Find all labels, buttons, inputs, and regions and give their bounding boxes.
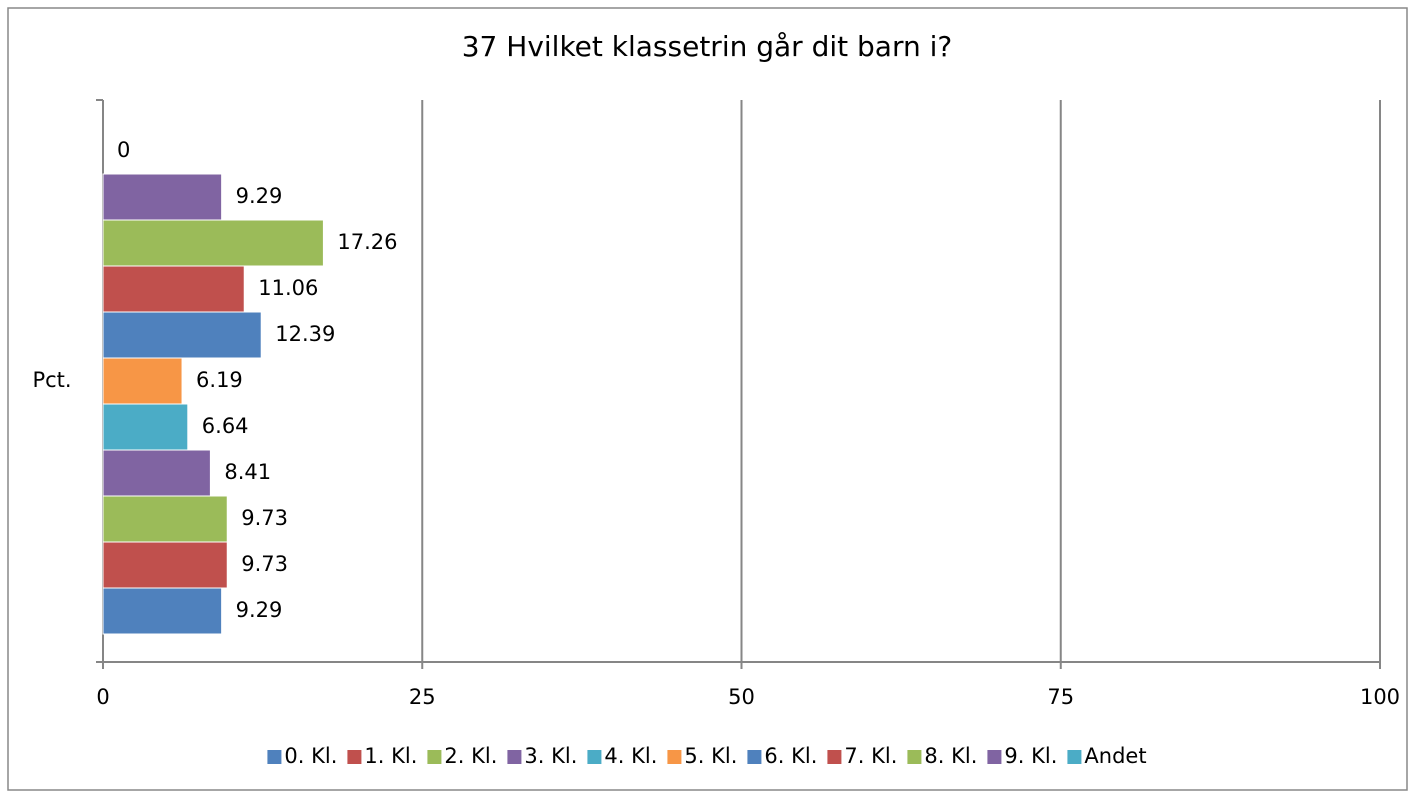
- bar: [102, 219, 324, 267]
- bar: [102, 587, 223, 635]
- x-tick-label: 50: [728, 685, 755, 709]
- bar: [102, 403, 189, 451]
- legend-swatch: [907, 750, 922, 764]
- x-tick-label: 25: [409, 685, 436, 709]
- legend-swatch: [987, 750, 1002, 764]
- data-label: 9.29: [236, 598, 283, 622]
- data-label: 9.29: [236, 184, 283, 208]
- legend-label: 4. Kl.: [604, 744, 657, 768]
- data-label: 11.06: [258, 276, 318, 300]
- bar: [102, 541, 228, 589]
- legend-label: 8. Kl.: [924, 744, 977, 768]
- x-tick-label: 0: [96, 685, 109, 709]
- legend-label: 7. Kl.: [844, 744, 897, 768]
- legend-swatch: [347, 750, 362, 764]
- legend-label: 6. Kl.: [764, 744, 817, 768]
- bar: [102, 311, 262, 359]
- data-label: 0: [117, 138, 130, 162]
- legend-swatch: [827, 750, 842, 764]
- bar: [102, 495, 228, 543]
- legend-swatch: [667, 750, 682, 764]
- data-label: 17.26: [337, 230, 397, 254]
- data-label: 12.39: [275, 322, 335, 346]
- legend-label: 2. Kl.: [444, 744, 497, 768]
- chart-title: 37 Hvilket klassetrin går dit barn i?: [462, 30, 953, 63]
- chart-border: [7, 7, 1408, 791]
- data-label: 8.41: [224, 460, 271, 484]
- legend-label: 0. Kl.: [284, 744, 337, 768]
- legend-label: Andet: [1084, 744, 1146, 768]
- y-tick-label: Pct.: [32, 368, 71, 392]
- legend-swatch: [427, 750, 442, 764]
- legend-swatch: [267, 750, 282, 764]
- legend-swatch: [507, 750, 522, 764]
- legend: 0. Kl. 1. Kl. 2. Kl. 3. Kl. 4. Kl. 5. Kl. 6. K…: [267, 744, 1147, 768]
- legend-label: 1. Kl.: [364, 744, 417, 768]
- legend-swatch: [747, 750, 762, 764]
- legend-label: 3. Kl.: [524, 744, 577, 768]
- x-tick-label: 100: [1360, 685, 1400, 709]
- data-label: 9.73: [241, 552, 288, 576]
- legend-label: 9. Kl.: [1004, 744, 1057, 768]
- legend-swatch: [1067, 750, 1082, 764]
- legend-label: 5. Kl.: [684, 744, 737, 768]
- bar: [102, 357, 183, 405]
- bar: [102, 173, 223, 221]
- bar: [102, 449, 211, 497]
- bar: [102, 265, 245, 313]
- data-label: 6.19: [196, 368, 243, 392]
- legend-swatch: [587, 750, 602, 764]
- data-label: 9.73: [241, 506, 288, 530]
- data-label: 6.64: [202, 414, 249, 438]
- x-tick-label: 75: [1047, 685, 1074, 709]
